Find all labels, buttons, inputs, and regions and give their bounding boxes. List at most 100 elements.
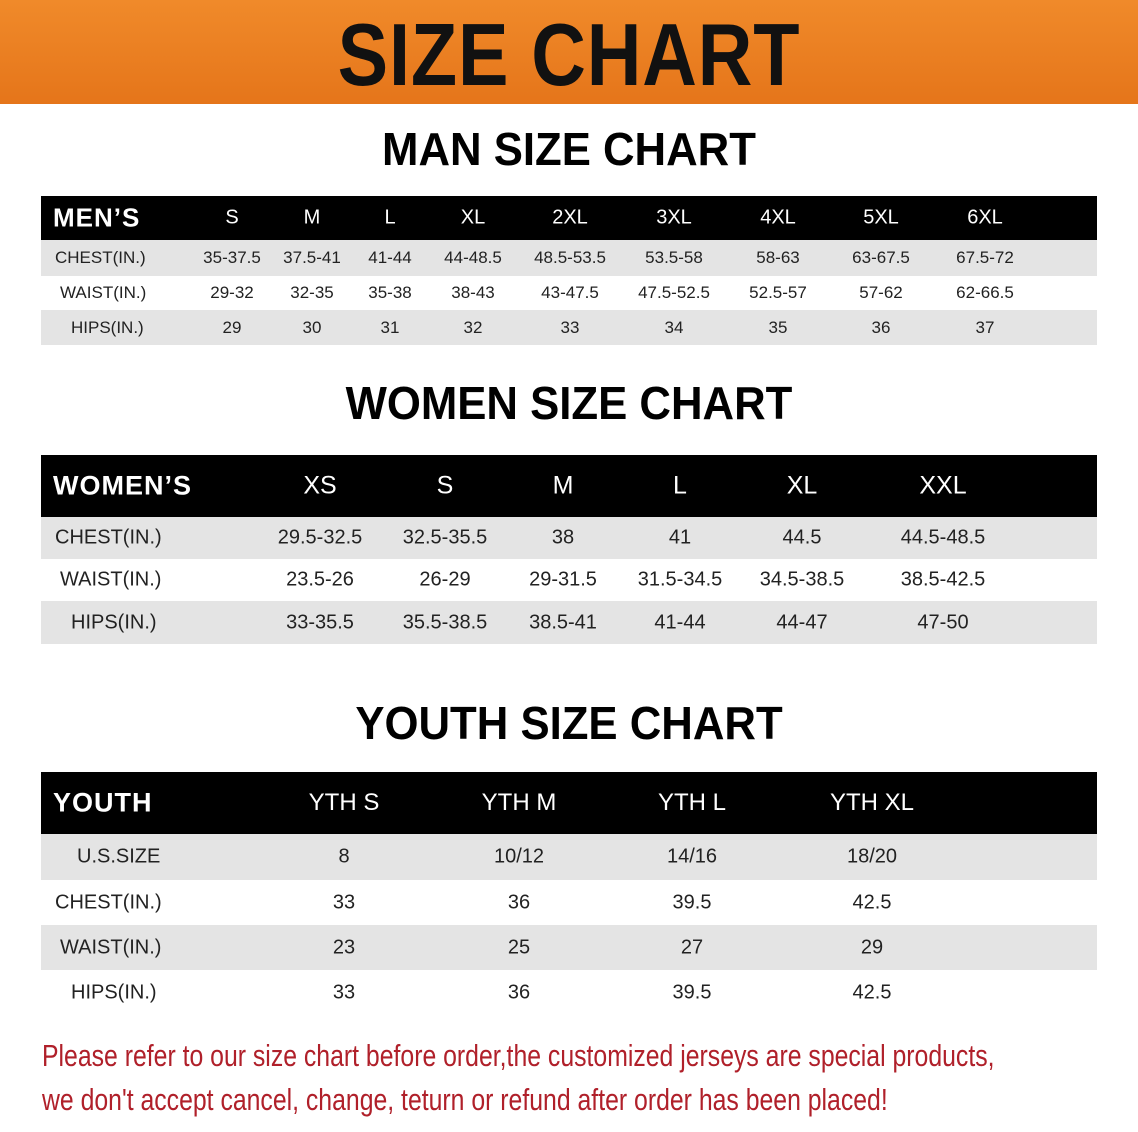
- table-cell: 32: [463, 317, 483, 337]
- size-header: XS: [303, 471, 337, 500]
- table-cell: 32.5-35.5: [402, 526, 488, 549]
- table-cell: 39.5: [672, 981, 712, 1003]
- table-cell: 57-62: [859, 283, 903, 302]
- table-row: CHEST(IN.) 33 36 39.5 42.5: [41, 880, 1097, 925]
- table-cell: 34.5-38.5: [759, 568, 845, 591]
- table-cell: 41-44: [368, 248, 412, 267]
- size-header: 4XL: [760, 206, 796, 229]
- table-cell: 8: [338, 845, 350, 868]
- table-cell: 29.5-32.5: [277, 526, 363, 549]
- row-label: HIPS(IN.): [71, 317, 144, 337]
- table-cell: 44-48.5: [444, 248, 502, 267]
- notice-line-2: we don't accept cancel, change, teturn o…: [42, 1082, 888, 1117]
- table-cell: 36: [507, 981, 531, 1003]
- size-header: S: [436, 471, 454, 500]
- youth-size-table: YOUTH YTH S YTH M YTH L YTH XL U.S.SIZE 8 10/12…: [41, 772, 1097, 1016]
- table-cell: 48.5-53.5: [534, 248, 606, 267]
- table-row: U.S.SIZE 8 10/12 14/16 18/20: [41, 834, 1097, 880]
- table-cell: 35-38: [368, 283, 412, 302]
- table-cell: 62-66.5: [956, 283, 1014, 302]
- size-header: XL: [786, 471, 818, 500]
- table-cell: 41: [668, 526, 692, 549]
- table-cell: 29: [222, 317, 242, 337]
- table-cell: 53.5-58: [645, 248, 703, 267]
- size-header: M: [303, 206, 321, 229]
- table-row: HIPS(IN.) 29 30 31 32 33 34 35 36 37: [41, 310, 1097, 345]
- table-cell: 34: [664, 317, 684, 337]
- table-cell: 32-35: [290, 283, 334, 302]
- table-cell: 37.5-41: [283, 248, 341, 267]
- table-row: WAIST(IN.) 29-32 32-35 35-38 38-43 43-47.5 47.…: [41, 276, 1097, 310]
- size-header: YTH S: [308, 789, 380, 816]
- table-cell: 44-47: [776, 611, 828, 633]
- table-cell: 35.5-38.5: [402, 611, 488, 633]
- table-cell: 44.5: [782, 526, 822, 549]
- table-cell: 23: [332, 936, 356, 958]
- table-cell: 26-29: [419, 568, 471, 591]
- men-corner-label: MEN’S: [53, 202, 141, 233]
- men-header-row: MEN’S S M L XL 2XL 3XL 4XL 5XL 6XL: [41, 196, 1097, 240]
- size-header: YTH XL: [829, 789, 915, 816]
- table-row: CHEST(IN.) 29.5-32.5 32.5-35.5 38 41 44.5 44.5…: [41, 517, 1097, 559]
- table-cell: 47.5-52.5: [638, 283, 710, 302]
- table-cell: 31: [380, 317, 400, 337]
- size-header: YTH L: [657, 789, 727, 816]
- size-header: XXL: [919, 471, 967, 500]
- table-cell: 38-43: [451, 283, 495, 302]
- table-cell: 42.5: [852, 891, 892, 913]
- table-row: WAIST(IN.) 23.5-26 26-29 29-31.5 31.5-34.5 34…: [41, 559, 1097, 601]
- row-label: WAIST(IN.): [60, 936, 162, 958]
- table-cell: 33: [332, 891, 356, 913]
- table-cell: 67.5-72: [956, 248, 1014, 267]
- table-cell: 25: [507, 936, 531, 958]
- table-cell: 30: [302, 317, 322, 337]
- table-row: WAIST(IN.) 23 25 27 29: [41, 925, 1097, 970]
- table-cell: 33-35.5: [286, 611, 354, 633]
- row-label: WAIST(IN.): [60, 283, 147, 302]
- table-cell: 35-37.5: [203, 248, 261, 267]
- table-cell: 39.5: [672, 891, 712, 913]
- table-cell: 36: [507, 891, 531, 913]
- size-header: YTH M: [481, 789, 557, 816]
- table-cell: 18/20: [846, 845, 898, 868]
- size-header: L: [384, 206, 396, 229]
- women-size-table: WOMEN’S XS S M L XL XXL CHEST(IN.) 29.5-32.5 32.5…: [41, 455, 1097, 645]
- row-label: U.S.SIZE: [77, 845, 161, 868]
- size-header: S: [225, 206, 239, 229]
- table-cell: 52.5-57: [749, 283, 807, 302]
- table-cell: 58-63: [756, 248, 800, 267]
- table-cell: 31.5-34.5: [637, 568, 723, 591]
- women-section-title: WOMEN SIZE CHART: [345, 377, 793, 429]
- table-cell: 29: [860, 936, 884, 958]
- table-cell: 38.5-42.5: [900, 568, 986, 591]
- table-row: CHEST(IN.) 35-37.5 37.5-41 41-44 44-48.5 48.5…: [41, 240, 1097, 276]
- table-cell: 37: [975, 317, 995, 337]
- banner-title: SIZE CHART: [337, 5, 801, 104]
- table-cell: 63-67.5: [852, 248, 910, 267]
- table-cell: 42.5: [852, 981, 892, 1003]
- table-cell: 44.5-48.5: [900, 526, 986, 549]
- table-row: HIPS(IN.) 33-35.5 35.5-38.5 38.5-41 41-44 44-…: [41, 601, 1097, 644]
- youth-section-title: YOUTH SIZE CHART: [355, 697, 783, 749]
- table-cell: 10/12: [493, 845, 545, 868]
- men-size-table: MEN’S S M L XL 2XL 3XL 4XL 5XL 6XL CHEST(IN.) 35-37…: [41, 196, 1097, 346]
- size-header: 3XL: [656, 206, 692, 229]
- table-cell: 47-50: [917, 611, 969, 633]
- size-header: XL: [460, 206, 486, 229]
- table-cell: 35: [768, 317, 788, 337]
- men-section-title: MAN SIZE CHART: [382, 123, 756, 175]
- table-cell: 43-47.5: [541, 283, 599, 302]
- table-cell: 27: [680, 936, 704, 958]
- table-cell: 41-44: [654, 611, 706, 633]
- table-cell: 33: [332, 981, 356, 1003]
- table-cell: 36: [871, 317, 891, 337]
- table-cell: 23.5-26: [286, 568, 354, 591]
- row-label: HIPS(IN.): [71, 981, 157, 1003]
- row-label: CHEST(IN.): [55, 526, 162, 549]
- size-header: L: [673, 471, 687, 500]
- notice-line-1: Please refer to our size chart before or…: [42, 1038, 995, 1073]
- youth-header-row: YOUTH YTH S YTH M YTH L YTH XL: [41, 772, 1097, 834]
- table-row: HIPS(IN.) 33 36 39.5 42.5: [41, 970, 1097, 1015]
- row-label: CHEST(IN.): [55, 248, 146, 267]
- size-header: 2XL: [552, 206, 588, 229]
